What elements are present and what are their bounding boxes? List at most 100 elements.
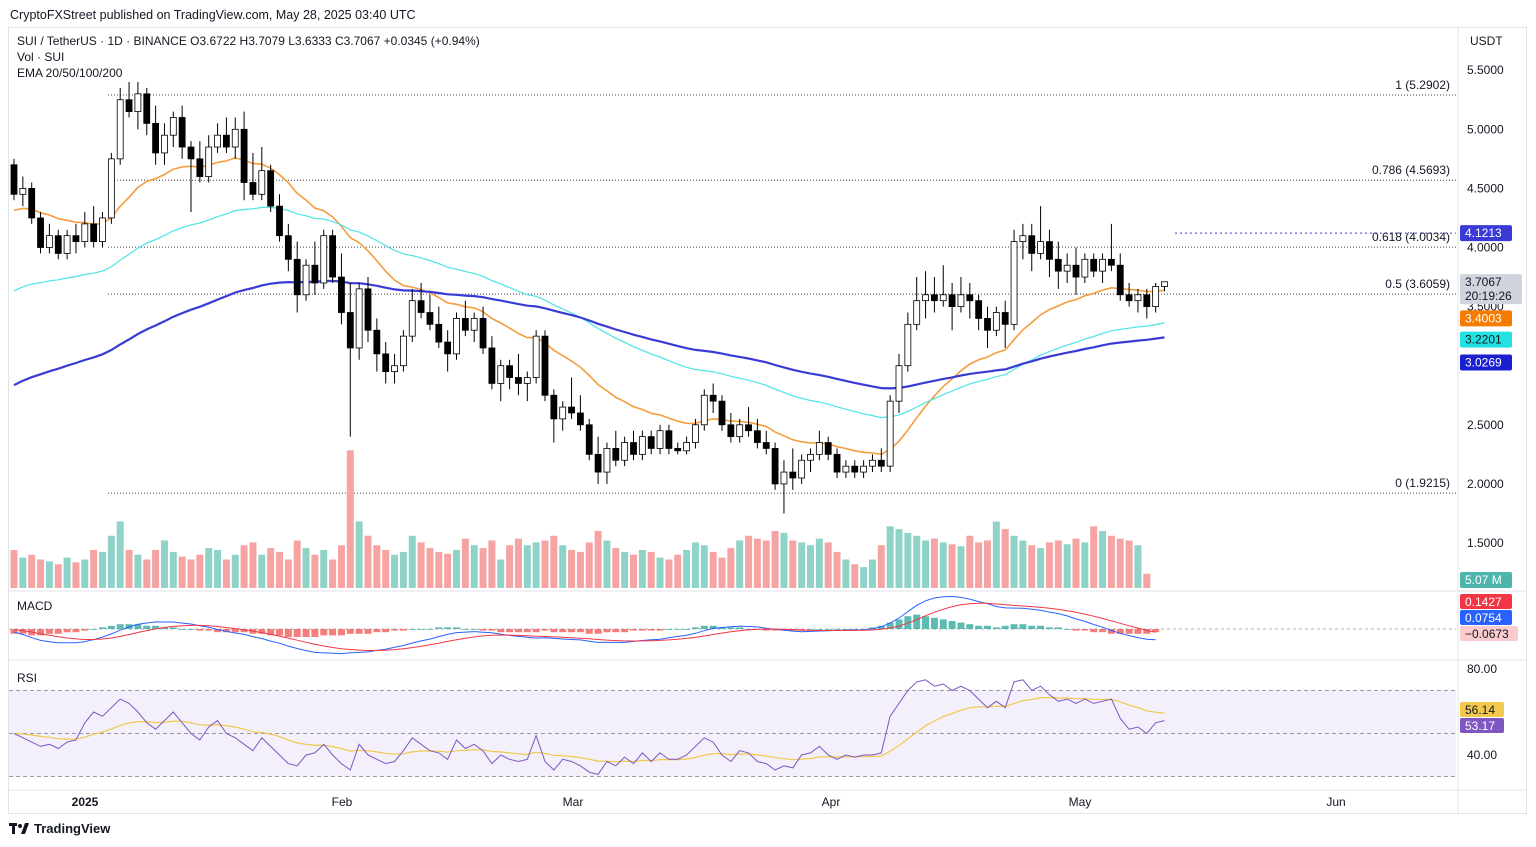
candle [391, 353, 398, 384]
macd-histogram-bar [674, 629, 682, 630]
macd-histogram-bar [1099, 629, 1107, 633]
candle [913, 277, 921, 331]
macd-histogram-bar [408, 629, 416, 630]
macd-histogram-bar [550, 629, 558, 633]
candle-body [63, 235, 71, 254]
candle [399, 330, 407, 372]
currency-label[interactable]: USDT [1470, 34, 1503, 48]
candle-body [267, 170, 275, 207]
volume-legend[interactable]: Vol · SUI [17, 50, 65, 64]
candle-body [329, 235, 337, 278]
candle [1046, 229, 1053, 278]
ema20-line [13, 157, 1165, 456]
macd-histogram-bar [1090, 629, 1098, 633]
volume-bar [975, 542, 983, 588]
candle [1125, 282, 1133, 307]
macd-histogram-bar [630, 629, 637, 631]
volume-bar [1054, 540, 1062, 588]
macd-histogram-bar [807, 629, 814, 630]
macd-histogram-bar [10, 629, 18, 634]
volume-bar [842, 559, 850, 588]
candle-body [948, 294, 956, 307]
candle [656, 424, 664, 455]
volume-bar [45, 561, 53, 588]
volume-bar [346, 450, 354, 588]
candle [754, 418, 761, 449]
volume-bar [939, 542, 947, 588]
candle-body [399, 335, 407, 367]
chart-frame [8, 27, 1527, 814]
fib-level-label: 0 (1.9215) [1395, 476, 1450, 490]
candle-body [1072, 264, 1080, 278]
volume-bar [240, 545, 248, 588]
candle [824, 436, 832, 461]
candle-body [320, 235, 328, 284]
macd-histogram-bar [267, 629, 275, 636]
candle [311, 241, 319, 295]
symbol-legend[interactable]: SUI / TetherUS · 1D · BINANCE O3.6722 H3… [17, 34, 480, 48]
candle-body [665, 430, 673, 449]
candle [727, 412, 735, 443]
candle [966, 282, 974, 319]
volume-bar [267, 548, 275, 588]
volume-bar [302, 548, 310, 588]
candle [488, 336, 496, 390]
badge-macd-hist-text: −0.0673 [1465, 627, 1509, 641]
candle-body [966, 294, 974, 302]
volume-bar [479, 548, 487, 588]
candle-body [240, 128, 248, 183]
candle-body [19, 187, 27, 195]
volume-bar [408, 535, 416, 588]
candle [302, 259, 310, 301]
volume-bar [373, 545, 381, 588]
candle-body [417, 300, 425, 313]
rsi-tick-label: 40.00 [1467, 748, 1497, 762]
macd-histogram-bar [913, 614, 921, 629]
ema-legend[interactable]: EMA 20/50/100/200 [17, 66, 123, 80]
candle [1010, 229, 1018, 331]
ema100-line [13, 206, 1165, 419]
tradingview-logo[interactable]: TradingView [9, 821, 110, 836]
candle [577, 395, 584, 431]
candle-body [205, 146, 213, 177]
volume-bar [37, 559, 45, 588]
volume-bar [736, 540, 744, 588]
candle-body [506, 365, 514, 378]
volume-bar [674, 554, 682, 588]
candle-body [72, 235, 80, 242]
macd-histogram-bar [258, 629, 266, 634]
badge-ema100: 3.2201 [1460, 331, 1512, 348]
volume-bar [877, 545, 885, 588]
macd-histogram-bar [81, 629, 89, 631]
candle-body [550, 394, 558, 420]
badge-ema200-bg [1460, 354, 1512, 371]
volume-bar [169, 551, 177, 588]
candle-body [453, 318, 460, 355]
candle-body [1125, 294, 1133, 302]
macd-histogram-bar [373, 629, 381, 633]
candle [125, 82, 133, 118]
candle [833, 448, 841, 478]
tradingview-logo-text: TradingView [34, 821, 111, 836]
badge-macd-hist: −0.0673 [1460, 626, 1518, 641]
candle [1001, 300, 1009, 348]
candle-body [585, 424, 593, 455]
rsi-legend[interactable]: RSI [17, 671, 38, 685]
time-tick-label: Jun [1326, 795, 1345, 809]
macd-histogram-bar [240, 629, 248, 633]
volume-bar [125, 550, 133, 588]
candle [1090, 253, 1098, 278]
candle-body [869, 459, 876, 467]
candle [807, 448, 814, 473]
macd-histogram-bar [514, 629, 522, 633]
volume-bar [656, 557, 664, 588]
candle [1072, 247, 1080, 295]
candle-body [1152, 286, 1160, 308]
macd-legend[interactable]: MACD [17, 599, 53, 613]
candle [293, 241, 301, 313]
candle-body [842, 465, 850, 473]
candle-body [382, 353, 390, 373]
macd-histogram-bar [1134, 629, 1142, 634]
candle [63, 229, 71, 260]
